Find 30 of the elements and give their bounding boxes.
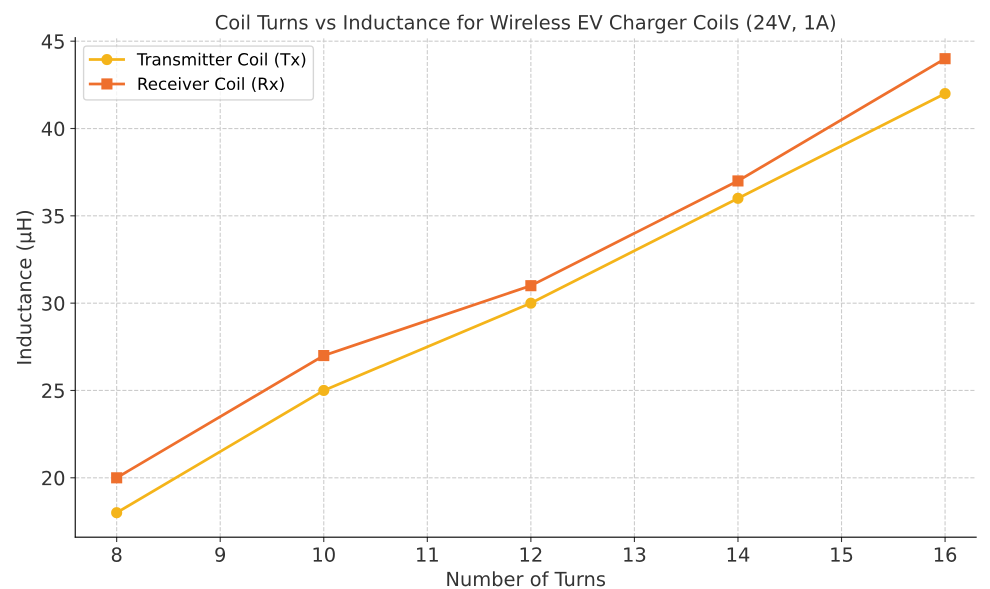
x-tick-label: 8 xyxy=(112,547,122,562)
point xyxy=(525,280,536,292)
y-axis-title: Inductance (µH) xyxy=(16,210,36,364)
point xyxy=(732,175,744,186)
x-tick-label: 11 xyxy=(417,547,438,562)
x-tick-label: 13 xyxy=(624,547,646,562)
point xyxy=(111,472,122,484)
chart-title: Coil Turns vs Inductance for Wireless EV Charger Coils (24V, 1A) xyxy=(216,14,835,34)
point xyxy=(318,350,330,362)
legend-label: Transmitter Coil (Tx) xyxy=(136,52,306,68)
point xyxy=(940,53,951,64)
x-tick-label: 9 xyxy=(215,547,226,562)
point xyxy=(525,298,536,309)
point xyxy=(940,88,951,100)
point xyxy=(732,192,744,204)
y-tick-label: 35 xyxy=(42,208,64,224)
x-axis-title: Number of Turns xyxy=(447,571,606,586)
x-tick-label: 10 xyxy=(314,547,335,562)
y-tick-label: 45 xyxy=(42,34,64,49)
y-tick-label: 30 xyxy=(42,296,64,311)
y-tick-label: 25 xyxy=(42,383,64,398)
legend-label: Receiver Coil (Rx) xyxy=(138,77,284,92)
x-tick-label: 14 xyxy=(728,547,750,562)
y-tick-label: 40 xyxy=(42,121,64,136)
x-tick-label: 12 xyxy=(520,547,542,562)
point xyxy=(111,507,122,518)
y-tick-label: 20 xyxy=(42,470,64,486)
x-tick-label: 16 xyxy=(934,547,956,562)
x-tick-label: 15 xyxy=(831,547,852,562)
point xyxy=(318,384,330,396)
